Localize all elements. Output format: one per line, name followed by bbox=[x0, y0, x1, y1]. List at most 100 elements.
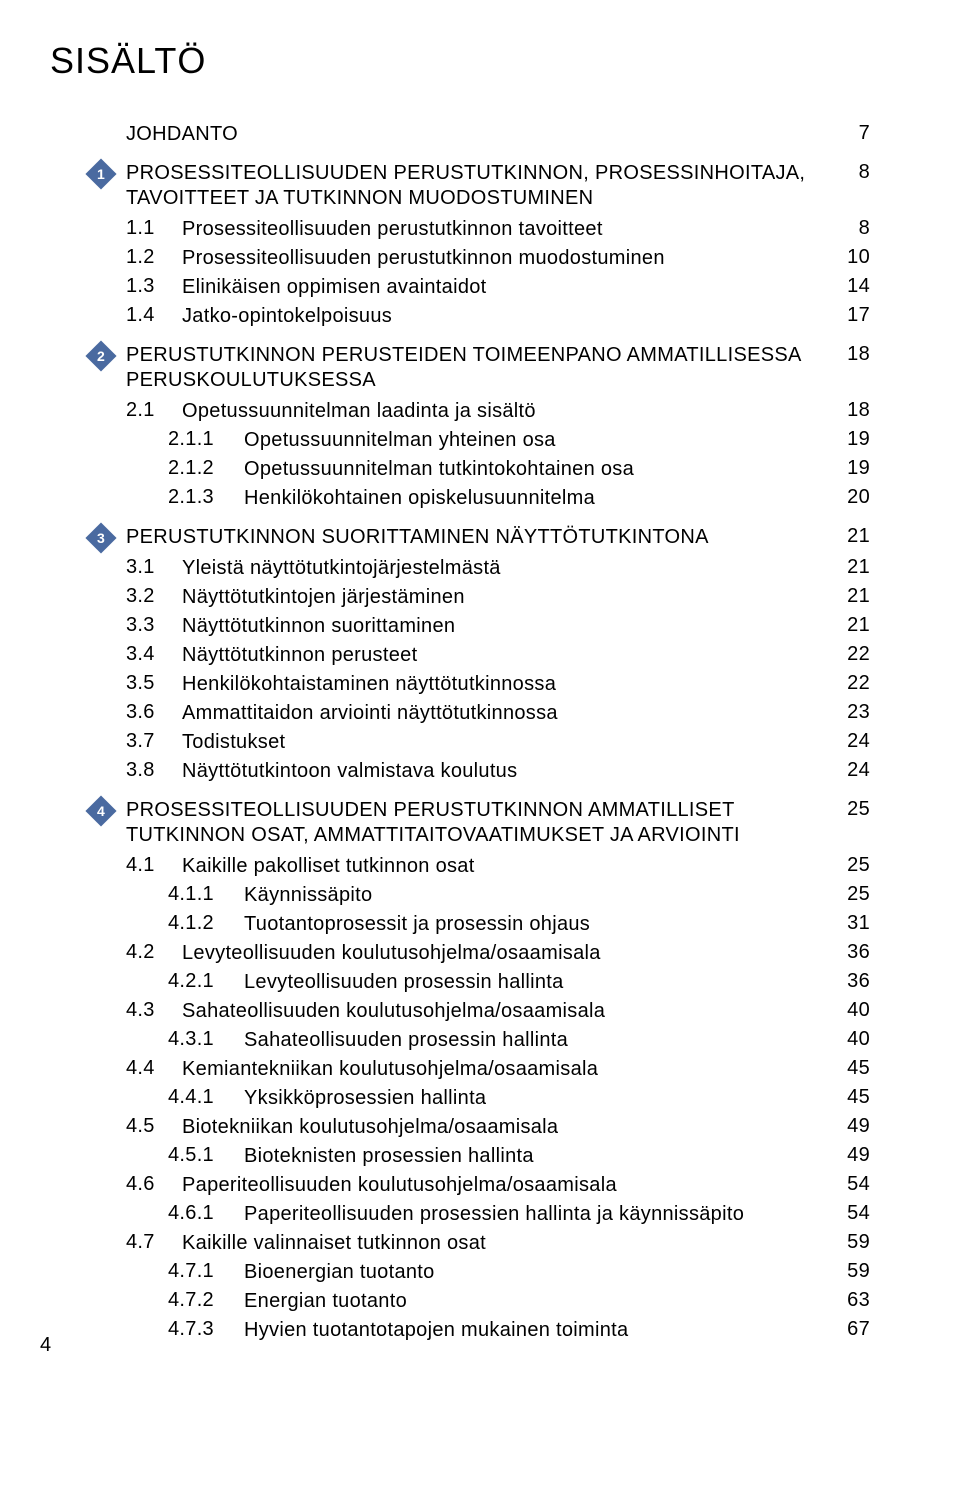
toc-row: 2PERUSTUTKINNON PERUSTEIDEN TOIMEENPANO … bbox=[90, 343, 870, 393]
toc-row: 3.7Todistukset24 bbox=[90, 730, 870, 755]
marker-column bbox=[90, 304, 126, 306]
toc-row: 4.7Kaikille valinnaiset tutkinnon osat59 bbox=[90, 1231, 870, 1256]
toc-label: Levyteollisuuden prosessin hallinta bbox=[244, 970, 830, 995]
toc-page: 18 bbox=[830, 399, 870, 422]
toc-number: 3.7 bbox=[126, 730, 182, 753]
toc-label: Hyvien tuotantotapojen mukainen toiminta bbox=[244, 1318, 830, 1343]
toc-row: 2.1.2Opetussuunnitelman tutkintokohtaine… bbox=[90, 457, 870, 482]
toc-row: 3.4Näyttötutkinnon perusteet22 bbox=[90, 643, 870, 668]
toc-row: 4.5Biotekniikan koulutusohjelma/osaamisa… bbox=[90, 1115, 870, 1140]
toc-label: Opetussuunnitelman yhteinen osa bbox=[244, 428, 830, 453]
marker-column bbox=[90, 217, 126, 219]
toc-page: 23 bbox=[830, 701, 870, 724]
toc-row: 4.6Paperiteollisuuden koulutusohjelma/os… bbox=[90, 1173, 870, 1198]
toc-label: Yleistä näyttötutkintojärjestelmästä bbox=[182, 556, 830, 581]
toc-number: 1.3 bbox=[126, 275, 182, 298]
toc-row: 2.1.3Henkilökohtainen opiskelusuunnitelm… bbox=[90, 486, 870, 511]
toc-label: Energian tuotanto bbox=[244, 1289, 830, 1314]
toc-page: 8 bbox=[830, 161, 870, 184]
toc-number: 4.5 bbox=[126, 1115, 182, 1138]
toc-number: 4.6 bbox=[126, 1173, 182, 1196]
page-container: SISÄLTÖ JOHDANTO71PROSESSITEOLLISUUDEN P… bbox=[0, 0, 960, 1387]
toc-row: 4.7.2Energian tuotanto63 bbox=[90, 1289, 870, 1314]
toc-label: Sahateollisuuden prosessin hallinta bbox=[244, 1028, 830, 1053]
marker-column bbox=[90, 854, 126, 856]
toc-row: 2.1Opetussuunnitelman laadinta ja sisält… bbox=[90, 399, 870, 424]
toc-page: 31 bbox=[830, 912, 870, 935]
toc-page: 10 bbox=[830, 246, 870, 269]
toc-row: 2.1.1Opetussuunnitelman yhteinen osa19 bbox=[90, 428, 870, 453]
toc-number: 2.1.1 bbox=[126, 428, 244, 451]
toc-page: 21 bbox=[830, 614, 870, 637]
marker-column bbox=[90, 1028, 126, 1030]
toc-row: 4.1.2Tuotantoprosessit ja prosessin ohja… bbox=[90, 912, 870, 937]
toc-label: Ammattitaidon arviointi näyttötutkinnoss… bbox=[182, 701, 830, 726]
toc-label: Näyttötutkintojen järjestäminen bbox=[182, 585, 830, 610]
toc-page: 67 bbox=[830, 1318, 870, 1341]
toc-row: 4.2Levyteollisuuden koulutusohjelma/osaa… bbox=[90, 941, 870, 966]
toc-row: 4.4.1Yksikköprosessien hallinta45 bbox=[90, 1086, 870, 1111]
marker-column bbox=[90, 585, 126, 587]
toc-page: 18 bbox=[830, 343, 870, 366]
toc-number: 2.1 bbox=[126, 399, 182, 422]
toc-label: Todistukset bbox=[182, 730, 830, 755]
toc-row: 3 PERUSTUTKINNON SUORITTAMINEN NÄYTTÖTUTK… bbox=[90, 525, 870, 550]
toc-page: 49 bbox=[830, 1115, 870, 1138]
toc-number: 3.1 bbox=[126, 556, 182, 579]
toc-row: 4.3Sahateollisuuden koulutusohjelma/osaa… bbox=[90, 999, 870, 1024]
section-marker: 4 bbox=[85, 795, 116, 826]
toc-page: 19 bbox=[830, 428, 870, 451]
toc-label: Levyteollisuuden koulutusohjelma/osaamis… bbox=[182, 941, 830, 966]
toc-page: 49 bbox=[830, 1144, 870, 1167]
toc-row: 3.3Näyttötutkinnon suorittaminen21 bbox=[90, 614, 870, 639]
toc-row: 4.1.1Käynnissäpito25 bbox=[90, 883, 870, 908]
section-marker: 2 bbox=[85, 340, 116, 371]
toc-row: 4PROSESSITEOLLISUUDEN PERUSTUTKINNON AMM… bbox=[90, 798, 870, 848]
toc-label: Prosessiteollisuuden perustutkinnon tavo… bbox=[182, 217, 830, 242]
marker-column: 4 bbox=[90, 798, 126, 822]
marker-column bbox=[90, 941, 126, 943]
toc-label: Yksikköprosessien hallinta bbox=[244, 1086, 830, 1111]
toc-number: 4.7.1 bbox=[126, 1260, 244, 1283]
toc-label: Tuotantoprosessit ja prosessin ohjaus bbox=[244, 912, 830, 937]
toc-row: 4.4Kemiantekniikan koulutusohjelma/osaam… bbox=[90, 1057, 870, 1082]
section-marker-number: 2 bbox=[97, 348, 105, 364]
toc-page: 8 bbox=[830, 217, 870, 240]
toc-label: Paperiteollisuuden prosessien hallinta j… bbox=[244, 1202, 830, 1227]
toc-row: 4.6.1Paperiteollisuuden prosessien halli… bbox=[90, 1202, 870, 1227]
toc-number: 4.7.2 bbox=[126, 1289, 244, 1312]
section-marker: 3 bbox=[85, 522, 116, 553]
toc-page: 22 bbox=[830, 643, 870, 666]
table-of-contents: JOHDANTO71PROSESSITEOLLISUUDEN PERUSTUTK… bbox=[90, 122, 870, 1343]
toc-label: Kaikille pakolliset tutkinnon osat bbox=[182, 854, 830, 879]
toc-number: 2.1.3 bbox=[126, 486, 244, 509]
section-marker-number: 3 bbox=[97, 530, 105, 546]
toc-row: 1.3Elinikäisen oppimisen avaintaidot14 bbox=[90, 275, 870, 300]
toc-row: 4.7.3Hyvien tuotantotapojen mukainen toi… bbox=[90, 1318, 870, 1343]
marker-column bbox=[90, 730, 126, 732]
toc-label: Bioteknisten prosessien hallinta bbox=[244, 1144, 830, 1169]
marker-column bbox=[90, 1289, 126, 1291]
toc-label: JOHDANTO bbox=[126, 122, 830, 147]
toc-row: 3.5Henkilökohtaistaminen näyttötutkinnos… bbox=[90, 672, 870, 697]
marker-column bbox=[90, 1231, 126, 1233]
marker-column bbox=[90, 1086, 126, 1088]
toc-page: 54 bbox=[830, 1202, 870, 1225]
marker-column bbox=[90, 428, 126, 430]
toc-number: 4.1 bbox=[126, 854, 182, 877]
toc-number: 4.2.1 bbox=[126, 970, 244, 993]
toc-page: 24 bbox=[830, 730, 870, 753]
toc-label: PROSESSITEOLLISUUDEN PERUSTUTKINNON AMMA… bbox=[126, 798, 830, 848]
toc-row: 3.2Näyttötutkintojen järjestäminen21 bbox=[90, 585, 870, 610]
toc-label: Henkilökohtainen opiskelusuunnitelma bbox=[244, 486, 830, 511]
toc-row: 1.2Prosessiteollisuuden perustutkinnon m… bbox=[90, 246, 870, 271]
toc-label: PERUSTUTKINNON SUORITTAMINEN NÄYTTÖTUTKI… bbox=[126, 525, 830, 550]
toc-number: 4.1.2 bbox=[126, 912, 244, 935]
marker-column bbox=[90, 883, 126, 885]
toc-row: 1PROSESSITEOLLISUUDEN PERUSTUTKINNON, PR… bbox=[90, 161, 870, 211]
toc-label: Näyttötutkinnon suorittaminen bbox=[182, 614, 830, 639]
toc-number: 3.3 bbox=[126, 614, 182, 637]
toc-row: 3.6Ammattitaidon arviointi näyttötutkinn… bbox=[90, 701, 870, 726]
section-marker: 1 bbox=[85, 158, 116, 189]
toc-label: Prosessiteollisuuden perustutkinnon muod… bbox=[182, 246, 830, 271]
